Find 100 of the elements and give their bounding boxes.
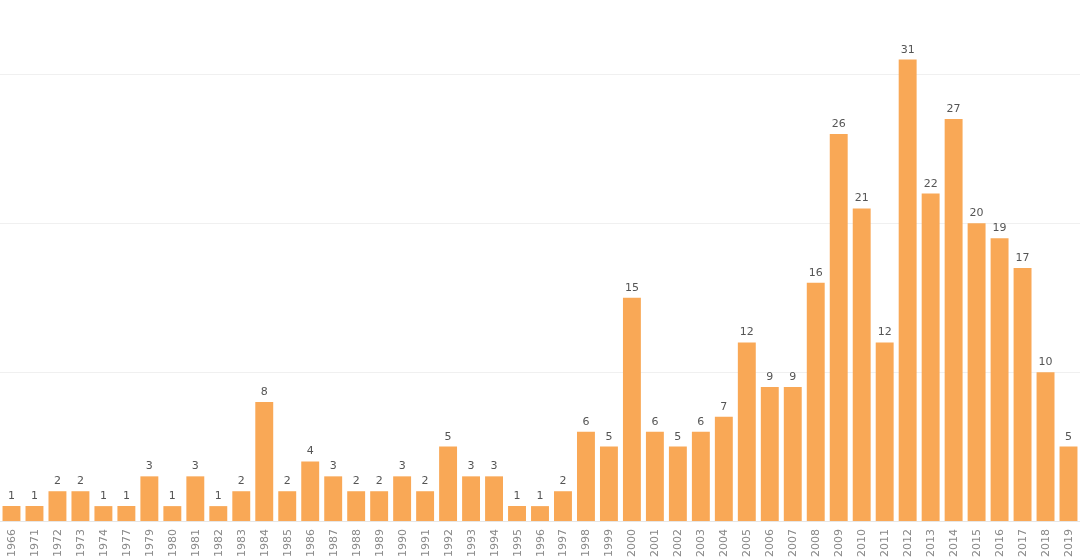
data-label: 3: [191, 459, 199, 473]
x-tick-label: 1966: [4, 529, 18, 558]
bar: [255, 401, 274, 522]
data-label: 19: [992, 221, 1007, 235]
data-label: 3: [398, 459, 406, 473]
data-label: 5: [444, 429, 452, 443]
data-label: 31: [900, 42, 915, 56]
x-tick-label: 2002: [671, 529, 685, 558]
bar: [163, 506, 182, 522]
data-label: 27: [946, 102, 961, 116]
data-label: 1: [7, 489, 15, 503]
x-tick-label: 1996: [533, 529, 547, 558]
x-tick-label: 2004: [717, 529, 731, 558]
data-label: 12: [877, 325, 892, 339]
x-tick-label: 2005: [740, 529, 754, 558]
bar: [990, 238, 1009, 522]
x-tick-label: 1983: [234, 529, 248, 558]
data-label: 17: [1015, 250, 1030, 264]
data-label: 22: [923, 176, 938, 190]
bar: [599, 446, 618, 522]
x-tick-label: 2015: [970, 529, 984, 558]
bar: [2, 506, 21, 522]
data-label: 12: [739, 325, 754, 339]
x-tick-label: 2019: [1062, 529, 1076, 558]
x-tick-label: 2018: [1039, 529, 1053, 558]
x-tick-label: 2017: [1016, 529, 1030, 558]
bar: [898, 59, 917, 522]
bar: [875, 342, 894, 522]
data-label: 15: [624, 280, 639, 294]
x-tick-label: 1973: [73, 529, 87, 558]
data-label: 20: [969, 206, 984, 220]
data-label: 2: [375, 474, 383, 488]
x-tick-label: 1989: [372, 529, 386, 558]
data-label: 2: [421, 474, 429, 488]
data-label: 10: [1038, 355, 1053, 369]
bar: [209, 506, 228, 522]
x-tick-label: 2014: [947, 529, 961, 558]
x-tick-label: 2006: [763, 529, 777, 558]
x-tick-label: 1993: [464, 529, 478, 558]
bar: [760, 387, 779, 522]
data-label: 6: [697, 414, 705, 428]
bar: [806, 282, 825, 522]
x-tick-label: 1974: [96, 529, 110, 558]
x-tick-label: 2003: [694, 529, 708, 558]
data-label: 3: [145, 459, 153, 473]
data-label: 4: [306, 444, 314, 458]
data-label: 16: [808, 265, 823, 279]
bar: [393, 476, 412, 522]
bar: [301, 461, 320, 522]
bar: [439, 446, 458, 522]
bar: [1036, 372, 1055, 522]
bar: [232, 491, 251, 522]
bar: [852, 208, 871, 522]
bar: [1013, 267, 1032, 522]
data-label: 8: [260, 384, 268, 398]
x-tick-label: 1999: [602, 529, 616, 558]
bar: [324, 476, 343, 522]
bar: [554, 491, 572, 522]
bar: [71, 491, 90, 522]
data-label: 1: [30, 489, 38, 503]
bar: [508, 506, 526, 522]
data-label: 5: [605, 429, 613, 443]
data-label: 9: [789, 370, 797, 384]
bar: [416, 491, 435, 522]
x-tick-label: 2016: [993, 529, 1007, 558]
x-tick-label: 1979: [142, 529, 156, 558]
data-label: 1: [214, 489, 222, 503]
x-tick-label: 1986: [303, 529, 317, 558]
bar: [48, 491, 67, 522]
x-tick-label: 2009: [832, 529, 846, 558]
x-tick-label: 2000: [625, 529, 639, 558]
data-label: 26: [831, 116, 846, 130]
data-label: 21: [854, 191, 869, 205]
bar: [737, 342, 756, 522]
x-tick-label: 1992: [441, 529, 455, 558]
data-label: 7: [720, 399, 728, 413]
data-label: 1: [168, 489, 176, 503]
data-label: 1: [536, 489, 544, 503]
x-tick-label: 1994: [487, 529, 501, 558]
data-label: 5: [674, 429, 682, 443]
x-tick-label: 2008: [809, 529, 823, 558]
bar: [462, 476, 481, 522]
bar: [370, 491, 389, 522]
data-label: 3: [467, 459, 475, 473]
data-label: 2: [237, 474, 245, 488]
x-tick-label: 1997: [556, 529, 570, 558]
x-tick-label: 2007: [786, 529, 800, 558]
bar: [783, 387, 802, 522]
data-label: 6: [651, 414, 659, 428]
x-tick-label: 1991: [418, 529, 432, 558]
data-label: 2: [559, 474, 567, 488]
bar: [347, 491, 366, 522]
bar: [531, 506, 549, 522]
bar: [967, 223, 986, 522]
x-tick-label: 2001: [648, 529, 662, 558]
bar: [645, 431, 664, 522]
x-tick-label: 2012: [901, 529, 915, 558]
data-label: 1: [513, 489, 521, 503]
x-tick-label: 2013: [924, 529, 938, 558]
bar: [668, 446, 687, 522]
